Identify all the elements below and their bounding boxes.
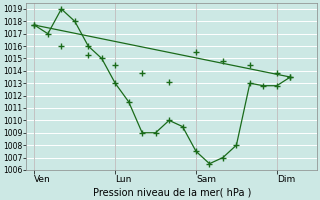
X-axis label: Pression niveau de la mer( hPa ): Pression niveau de la mer( hPa ): [92, 187, 251, 197]
